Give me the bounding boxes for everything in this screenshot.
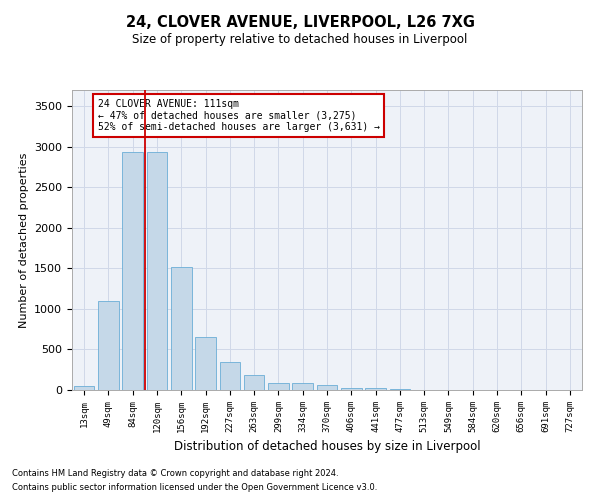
Text: 24 CLOVER AVENUE: 111sqm
← 47% of detached houses are smaller (3,275)
52% of sem: 24 CLOVER AVENUE: 111sqm ← 47% of detach… bbox=[97, 99, 380, 132]
Bar bbox=[268, 382, 289, 390]
Bar bbox=[122, 152, 143, 390]
X-axis label: Distribution of detached houses by size in Liverpool: Distribution of detached houses by size … bbox=[173, 440, 481, 454]
Bar bbox=[341, 388, 362, 390]
Bar bbox=[365, 388, 386, 390]
Bar bbox=[195, 338, 216, 390]
Text: Size of property relative to detached houses in Liverpool: Size of property relative to detached ho… bbox=[133, 32, 467, 46]
Text: Contains public sector information licensed under the Open Government Licence v3: Contains public sector information licen… bbox=[12, 484, 377, 492]
Bar bbox=[292, 382, 313, 390]
Bar bbox=[146, 152, 167, 390]
Text: 24, CLOVER AVENUE, LIVERPOOL, L26 7XG: 24, CLOVER AVENUE, LIVERPOOL, L26 7XG bbox=[125, 15, 475, 30]
Bar bbox=[244, 374, 265, 390]
Bar bbox=[389, 389, 410, 390]
Bar bbox=[220, 362, 240, 390]
Bar bbox=[74, 386, 94, 390]
Y-axis label: Number of detached properties: Number of detached properties bbox=[19, 152, 29, 328]
Bar bbox=[98, 301, 119, 390]
Bar bbox=[317, 385, 337, 390]
Bar bbox=[171, 267, 191, 390]
Text: Contains HM Land Registry data © Crown copyright and database right 2024.: Contains HM Land Registry data © Crown c… bbox=[12, 468, 338, 477]
